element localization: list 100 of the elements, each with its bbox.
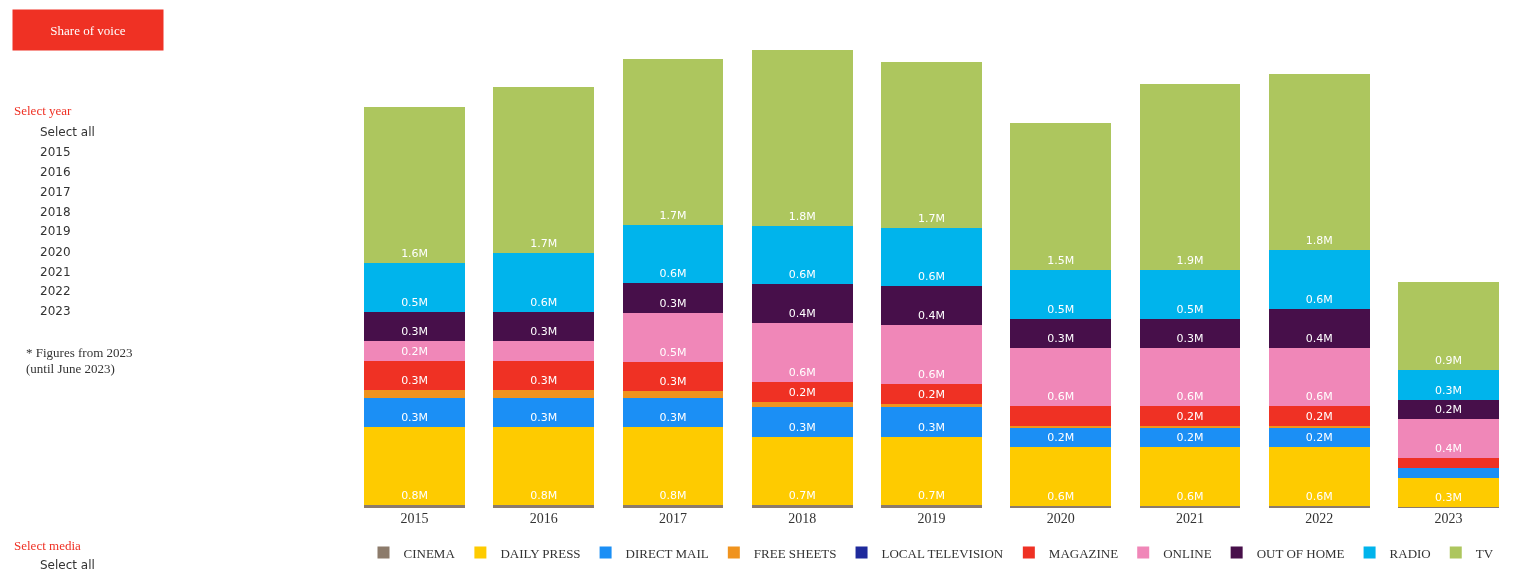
bar <box>1139 269 1241 319</box>
text: * Figures from 2023 <box>26 345 133 360</box>
data-label: 0.3M <box>659 410 687 424</box>
bar <box>751 50 853 226</box>
bar <box>1268 447 1370 507</box>
data-label: 0.3M <box>530 410 558 424</box>
data-label: 0.4M <box>1434 442 1462 456</box>
bar <box>1268 425 1370 428</box>
data-label: 0.8M <box>401 489 429 503</box>
bar <box>881 436 982 506</box>
data-label: 0.2M <box>1434 403 1462 417</box>
x-tick-label: 2018 <box>788 511 817 526</box>
data-label: 0.6M <box>1047 490 1075 504</box>
data-label: 0.3M <box>1434 491 1462 505</box>
bar <box>1397 399 1499 420</box>
bar <box>1139 425 1241 428</box>
legend-label: DAILY PRESS <box>500 545 581 561</box>
bar <box>364 505 466 508</box>
data-label: 0.3M <box>918 420 945 434</box>
legend-label: TV <box>1475 545 1494 561</box>
bar <box>1268 427 1370 448</box>
bar <box>751 323 853 383</box>
bar <box>751 407 853 437</box>
text: 2015 <box>40 145 71 159</box>
bar <box>1268 74 1370 251</box>
data-label: 0.2M <box>1176 409 1204 423</box>
data-label: 1.8M <box>788 209 816 223</box>
bar <box>1397 370 1499 400</box>
bar <box>751 225 853 285</box>
data-label: 0.2M <box>401 344 429 358</box>
data-label: 0.5M <box>1176 302 1204 316</box>
data-label: 1.7M <box>659 208 687 222</box>
bar <box>622 397 724 427</box>
legend-label: OUT OF HOME <box>1256 545 1345 561</box>
data-label: 0.2M <box>918 387 945 401</box>
data-label: 0.4M <box>918 309 945 323</box>
data-label: 0.3M <box>530 325 558 339</box>
legend-label: CINEMA <box>403 545 456 561</box>
data-label: 0.3M <box>788 420 816 434</box>
data-label: 0.2M <box>1047 431 1075 445</box>
data-label: 0.2M <box>788 385 816 399</box>
data-label: 0.3M <box>659 296 687 310</box>
bar <box>1010 425 1112 428</box>
data-label: 0.6M <box>788 366 816 380</box>
legend-label: ONLINE <box>1163 545 1212 561</box>
bar <box>1139 318 1241 348</box>
data-label: 0.6M <box>1305 292 1333 306</box>
x-tick-label: 2022 <box>1305 511 1334 526</box>
bar <box>622 312 724 362</box>
data-label: 0.6M <box>1176 390 1204 404</box>
bar <box>881 61 982 228</box>
data-label: 0.9M <box>1434 354 1462 368</box>
bar <box>1139 347 1241 407</box>
data-label: 0.3M <box>530 373 558 387</box>
legend-label: DIRECT MAIL <box>625 545 709 561</box>
bar <box>1397 467 1499 478</box>
bar <box>751 436 853 506</box>
bar <box>622 58 724 225</box>
data-label: 1.6M <box>401 246 429 260</box>
bar <box>881 505 982 508</box>
bar <box>622 361 724 391</box>
bar <box>364 360 466 390</box>
data-label: 0.3M <box>401 325 429 339</box>
data-label: 1.8M <box>1305 234 1333 248</box>
text: 2020 <box>40 245 71 259</box>
bar <box>1139 406 1241 426</box>
bar <box>881 227 982 287</box>
data-label: 0.7M <box>788 489 816 503</box>
bar <box>364 397 466 427</box>
bar <box>1268 406 1370 426</box>
data-label: 0.2M <box>1305 409 1333 423</box>
bar <box>622 390 724 398</box>
data-label: 0.6M <box>530 295 558 309</box>
data-label: 0.8M <box>530 489 558 503</box>
text: 2022 <box>40 284 71 298</box>
bar <box>1010 347 1112 407</box>
bar <box>881 325 982 384</box>
bar <box>1010 269 1112 319</box>
text: Select year <box>14 103 73 118</box>
text: 2021 <box>40 265 71 279</box>
bar <box>493 253 595 312</box>
x-tick-label: 2020 <box>1046 511 1075 526</box>
data-label: 0.6M <box>1176 490 1204 504</box>
data-label: 1.7M <box>530 237 558 251</box>
bar <box>364 426 466 506</box>
data-label: 0.5M <box>1047 302 1075 316</box>
bar <box>1268 308 1370 348</box>
x-tick-label: 2023 <box>1434 511 1463 526</box>
bar <box>881 383 982 404</box>
bar <box>1010 123 1112 270</box>
bar <box>493 505 595 508</box>
data-label: 0.6M <box>1305 390 1333 404</box>
bar <box>622 505 724 508</box>
data-label: 0.3M <box>1047 331 1075 345</box>
data-label: 0.6M <box>1305 490 1333 504</box>
data-label: 0.4M <box>788 307 816 321</box>
bar <box>751 284 853 324</box>
data-label: 1.7M <box>918 211 945 225</box>
x-tick-label: 2021 <box>1175 511 1204 526</box>
data-label: 0.6M <box>659 267 687 281</box>
